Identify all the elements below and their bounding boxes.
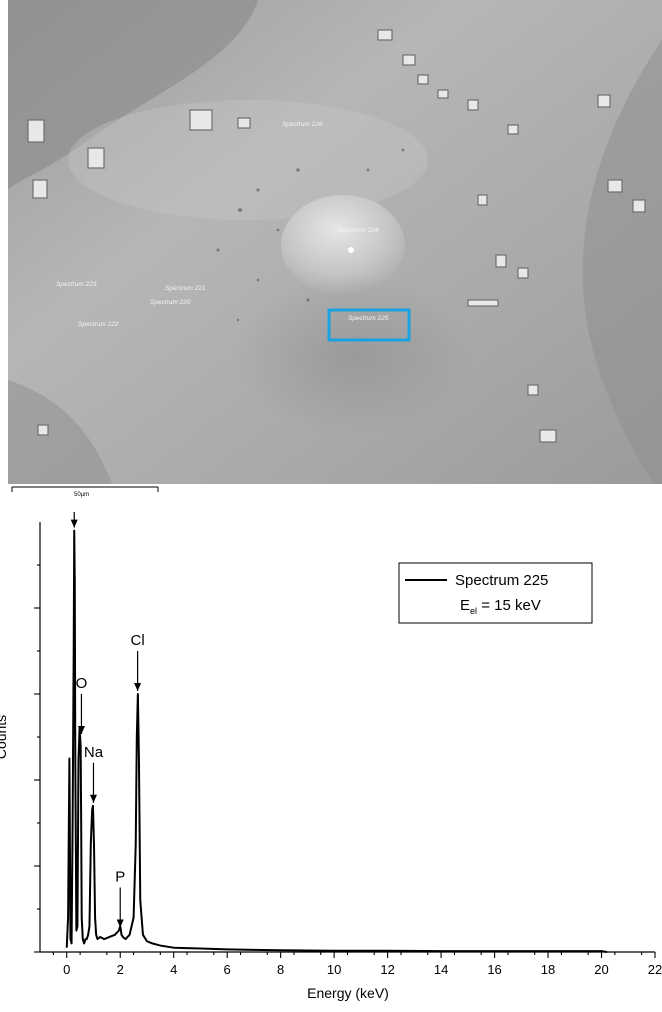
x-axis-title: Energy (keV)	[307, 985, 389, 1001]
spot-marker-224	[348, 247, 354, 253]
spot-label-221: Spectrum 221	[165, 285, 206, 292]
edx-spectrum-chart: 0 2 4 6 8 10 12 14 16 18 20 22 Energy (keV) Counts …	[0, 512, 662, 1012]
x-tick-label-5: 10	[327, 962, 341, 977]
spot-label-226: Spectrum 226	[282, 121, 323, 128]
y-ticks	[34, 564, 40, 953]
peak-arrowhead-0	[70, 519, 78, 528]
scale-bar-strip	[8, 484, 662, 500]
peak-arrowhead-4	[134, 683, 142, 691]
legend: Spectrum 225 Eel = 15 keV	[398, 562, 593, 624]
x-tick-label-4: 8	[277, 962, 284, 977]
spectrum-225-highlight-box	[327, 308, 411, 342]
scale-bar-label: 50µm	[74, 492, 89, 498]
spot-label-223: Spectrum 223	[56, 281, 97, 288]
peak-label-cl: Cl	[131, 632, 145, 649]
sem-micrograph: Spectrum 226 Spectrum 224 Spectrum 223 S…	[8, 0, 662, 500]
x-tick-label-9: 18	[541, 962, 555, 977]
series-line-0	[65, 529, 608, 953]
x-tick-label-11: 22	[648, 962, 662, 977]
peak-label-o: O	[76, 675, 88, 692]
x-tick-label-1: 2	[117, 962, 124, 977]
chart-svg: 0 2 4 6 8 10 12 14 16 18 20 22 Energy (keV) Counts …	[0, 512, 662, 1001]
y-axis-title: Counts	[0, 715, 9, 759]
x-tick-label-0: 0	[63, 962, 70, 977]
x-tick-label-7: 14	[434, 962, 448, 977]
x-tick-label-8: 16	[487, 962, 501, 977]
x-tick-label-3: 6	[224, 962, 231, 977]
spot-label-224: Spectrum 224	[338, 227, 379, 234]
peak-annotations: CONaPCl	[70, 512, 145, 928]
peak-arrowhead-2	[89, 794, 97, 803]
peak-label-p: P	[115, 869, 125, 886]
spot-label-225: Spectrum 225	[348, 315, 389, 322]
sem-image: Spectrum 226 Spectrum 224 Spectrum 223 S…	[8, 0, 662, 500]
x-tick-label-6: 12	[380, 962, 394, 977]
legend-note: Eel = 15 keV	[460, 597, 541, 616]
legend-entry: Spectrum 225	[455, 572, 548, 589]
peak-arrowhead-1	[77, 726, 85, 734]
x-tick-label-2: 4	[170, 962, 177, 977]
x-tick-label-10: 20	[594, 962, 608, 977]
spot-label-220: Spectrum 220	[150, 299, 191, 306]
peak-label-na: Na	[84, 744, 104, 761]
legend-box	[398, 562, 593, 624]
peak-arrowhead-3	[116, 919, 124, 928]
spot-label-222: Spectrum 222	[78, 321, 119, 328]
x-ticks: 0 2 4 6 8 10 12 14 16 18 20 22	[52, 952, 662, 977]
series-layer	[65, 529, 608, 953]
